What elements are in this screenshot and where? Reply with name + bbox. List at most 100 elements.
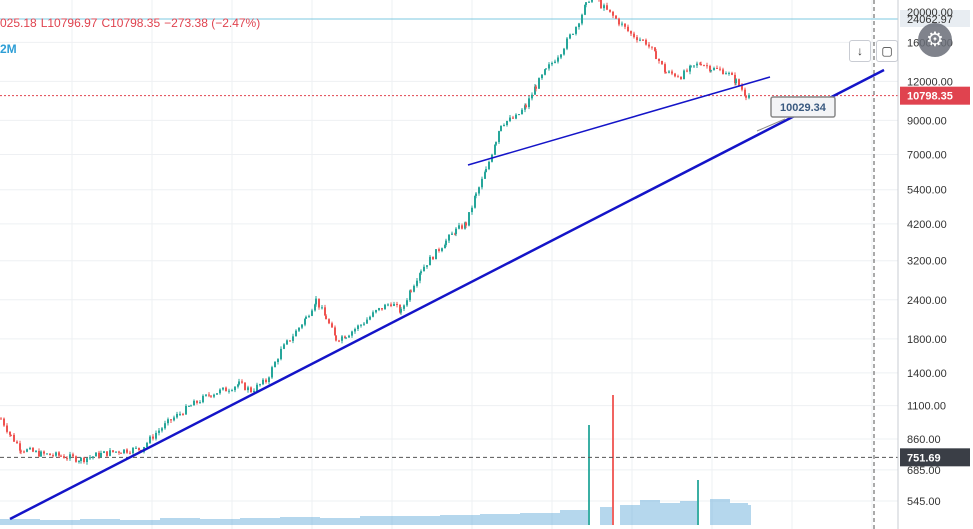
y-tick-label: 685.00 [907, 465, 941, 477]
candle-body [578, 23, 580, 28]
candle-body [182, 413, 184, 415]
candle-body [244, 382, 246, 391]
y-tick-label: 1800.00 [907, 334, 947, 346]
candle-body [98, 452, 100, 457]
candle-body [451, 233, 453, 235]
candle-body [0, 418, 2, 420]
grid [0, 0, 898, 529]
candle-body [325, 315, 327, 320]
candle-body [46, 453, 48, 455]
candle-body [639, 39, 641, 41]
candle-body [19, 443, 21, 451]
candle-body [55, 452, 57, 456]
high-price-label-bg [900, 10, 970, 27]
candle-body [584, 4, 586, 15]
candle-body [13, 434, 15, 442]
candle-body [372, 312, 374, 317]
candle-body [274, 361, 276, 368]
candle-body [435, 249, 437, 260]
candle-body [286, 340, 288, 345]
candle-body [247, 387, 249, 391]
candle-body [700, 64, 702, 66]
candle-body [324, 307, 326, 316]
candle-body [636, 37, 638, 41]
candle-body [591, 0, 593, 2]
candle-body [118, 451, 120, 453]
candle-body [581, 14, 583, 24]
y-tick-label: 545.00 [907, 496, 941, 508]
trend-lines[interactable] [9, 68, 885, 521]
settings-button[interactable]: ⚙ [918, 23, 952, 57]
candle-body [445, 240, 447, 245]
candle-body [193, 400, 195, 406]
volume-bar [680, 501, 697, 525]
candle-body [123, 449, 125, 454]
candle-body [390, 304, 392, 306]
y-tick-label: 7000.00 [907, 150, 947, 162]
volume-bar [520, 513, 560, 525]
candle-body [735, 79, 737, 84]
y-tick-label: 20000.00 [907, 7, 953, 19]
candle-body [478, 187, 480, 194]
candle-body [748, 95, 750, 98]
candle-body [615, 15, 617, 19]
candle-body [518, 114, 520, 116]
scroll-down-button[interactable]: ↓ [849, 40, 871, 62]
candle-body [455, 228, 457, 235]
candle-body [696, 63, 698, 66]
candle-body [612, 11, 614, 16]
candle-body [413, 285, 415, 292]
candle-body [213, 394, 215, 397]
candle-body [338, 340, 340, 342]
candle-body [26, 449, 28, 452]
candle-body [674, 73, 676, 77]
candle-body [256, 384, 258, 391]
candle-body [515, 114, 517, 119]
candle-body [190, 405, 192, 407]
candle-body [311, 310, 313, 316]
candle-body [351, 331, 353, 336]
fit-screen-button[interactable]: ▢ [876, 40, 898, 62]
price-axis[interactable]: 24062.9720000.0016000.0012000.009000.007… [897, 0, 973, 529]
marked-price-label: 751.69 [907, 452, 941, 464]
volume-bar [0, 519, 40, 525]
candle-body [690, 65, 692, 67]
candle-body [308, 315, 310, 317]
volume-bar [660, 503, 680, 525]
candle-body [129, 452, 131, 454]
ohlc-low: L10796.97 [40, 16, 98, 30]
y-tick-label: 3200.00 [907, 256, 947, 268]
candle-body [202, 395, 204, 403]
candle-body [618, 18, 620, 25]
candle-body [648, 44, 650, 47]
candle-body [152, 436, 154, 439]
price-callout[interactable]: 10029.34 [756, 96, 836, 132]
candle-body [250, 387, 252, 393]
candle-body [713, 67, 715, 71]
candle-body [498, 131, 500, 143]
candle-body [75, 456, 77, 462]
candle-body [173, 417, 175, 421]
candle-body [448, 234, 450, 241]
candle-body [464, 222, 466, 229]
candle-body [314, 304, 316, 311]
candle-body [219, 389, 221, 394]
volume-bar [240, 518, 280, 525]
candle-body [259, 384, 261, 386]
candle-body [92, 456, 94, 458]
volume-bar [200, 519, 240, 525]
candle-body [512, 117, 514, 119]
callout-box [770, 96, 836, 118]
candle-body [609, 9, 611, 12]
candle-body [305, 316, 307, 319]
callout-pointer [756, 118, 786, 132]
candle-body [381, 308, 383, 310]
candle-body [432, 256, 434, 260]
candle-body [49, 453, 51, 456]
candle-body [509, 117, 511, 121]
candle-body [205, 394, 207, 396]
candle-body [234, 386, 236, 391]
candle-body [741, 85, 743, 90]
